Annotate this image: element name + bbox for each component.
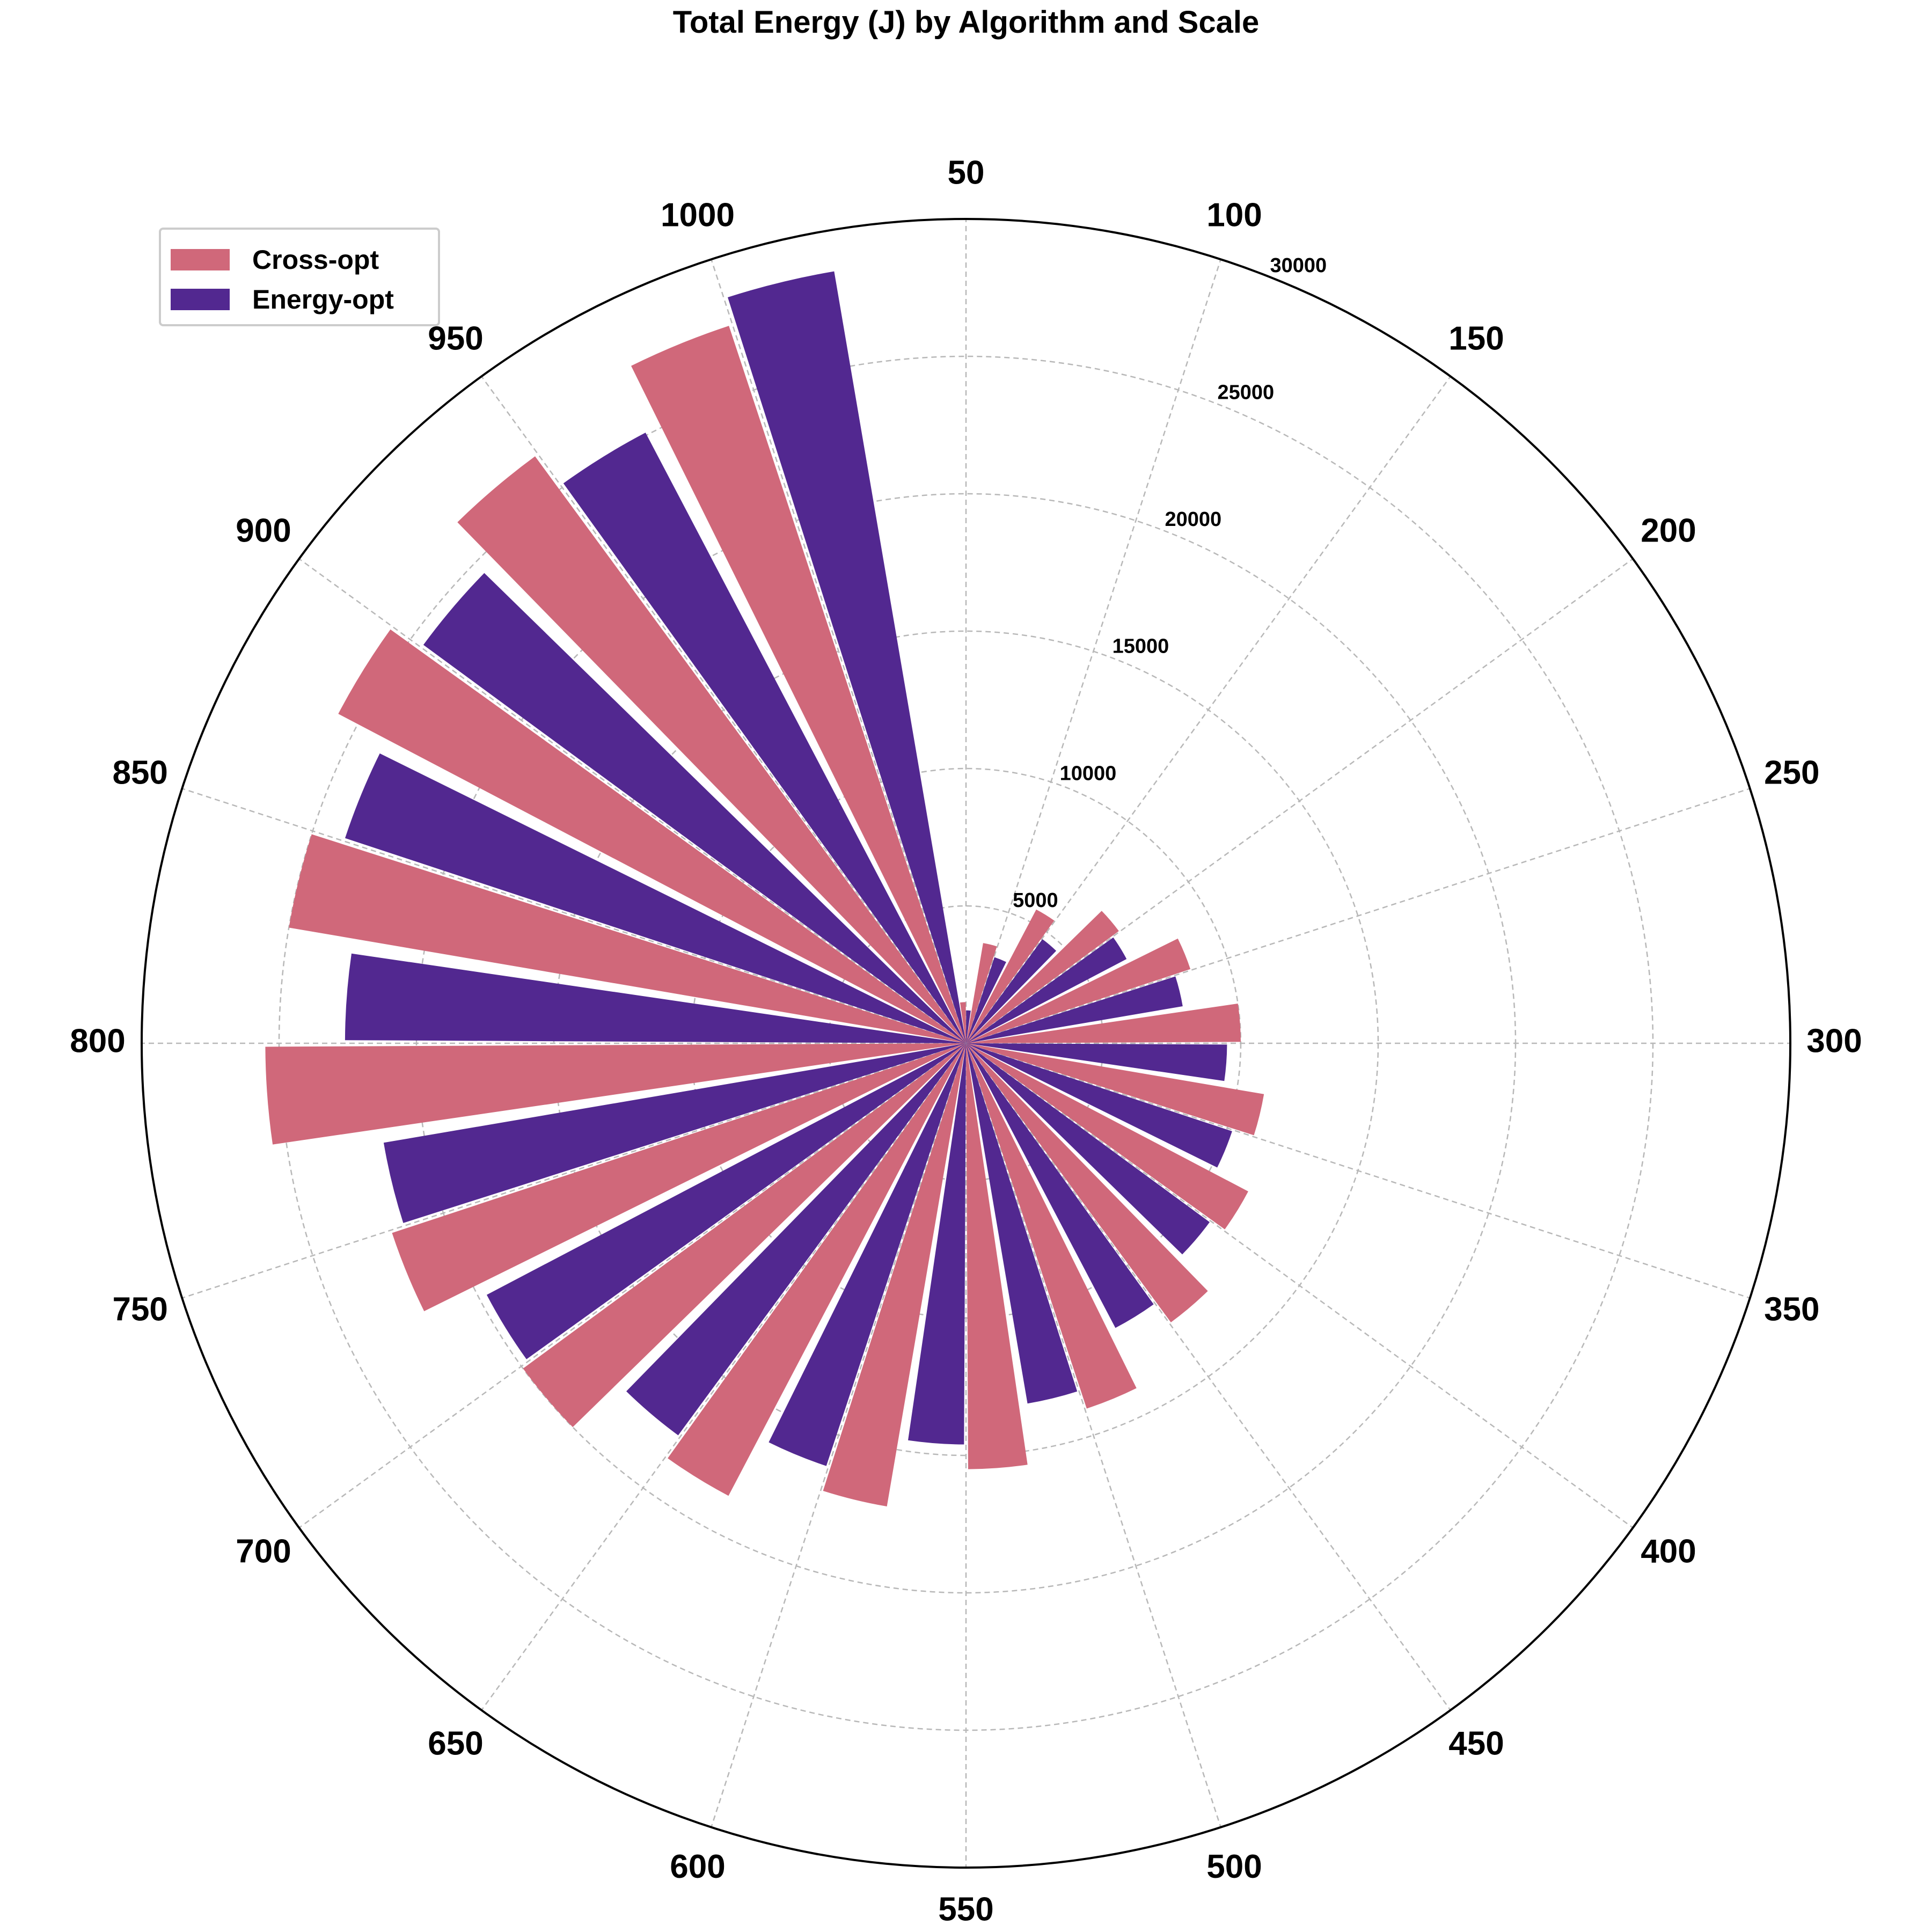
grid-ring-10000: [690, 767, 1242, 1319]
polar-frame: [141, 218, 1791, 1869]
bar-energy-opt-600: [769, 1043, 966, 1466]
bar-cross-opt-800: [265, 1043, 966, 1145]
bar-cross-opt-50: [960, 1002, 966, 1043]
angle-tick-label-50: 50: [948, 154, 985, 191]
bar-cross-opt-100: [966, 943, 997, 1043]
bar-cross-opt-500: [966, 1043, 1137, 1409]
chart-title: Total Energy (J) by Algorithm and Scale: [672, 5, 1260, 40]
bar-energy-opt-750: [383, 1043, 966, 1223]
radial-tick-label-25000: 25000: [1217, 382, 1274, 404]
bar-energy-opt-650: [626, 1043, 966, 1436]
legend-swatch-energy-opt: [171, 289, 230, 310]
bar-energy-opt-450: [966, 1043, 1154, 1328]
legend-item-cross-opt: Cross-opt: [171, 244, 379, 276]
bar-cross-opt-900: [338, 629, 966, 1043]
bar-energy-opt-900: [423, 573, 966, 1043]
bar-cross-opt-650: [668, 1043, 966, 1496]
angle-tick-label-200: 200: [1641, 512, 1696, 549]
bar-cross-opt-850: [289, 834, 966, 1043]
bar-energy-opt-950: [563, 433, 966, 1043]
angle-tick-label-700: 700: [236, 1533, 291, 1570]
angle-tick-label-300: 300: [1806, 1022, 1862, 1059]
bar-energy-opt-200: [966, 937, 1127, 1043]
grid-ring-20000: [415, 493, 1517, 1594]
bar-cross-opt-350: [966, 1043, 1264, 1136]
angle-tick-label-100: 100: [1206, 197, 1262, 234]
bar-cross-opt-1000: [631, 326, 966, 1043]
bar-energy-opt-50: [966, 1010, 971, 1043]
bar-cross-opt-550: [966, 1043, 1028, 1469]
angle-tick-label-350: 350: [1764, 1291, 1819, 1328]
radial-tick-label-10000: 10000: [1060, 762, 1117, 785]
angle-tick-label-400: 400: [1641, 1533, 1696, 1570]
bar-energy-opt-850: [345, 753, 966, 1043]
angle-tick-label-600: 600: [670, 1848, 725, 1885]
bar-cross-opt-950: [457, 456, 966, 1043]
radial-tick-label-15000: 15000: [1113, 635, 1169, 658]
bar-energy-opt-100: [966, 957, 1006, 1043]
bar-cross-opt-400: [966, 1043, 1248, 1230]
angle-tick-label-650: 650: [428, 1725, 483, 1762]
bar-energy-opt-150: [966, 939, 1057, 1043]
bar-energy-opt-400: [966, 1043, 1210, 1255]
bar-cross-opt-250: [966, 938, 1191, 1043]
angle-tick-label-550: 550: [938, 1891, 993, 1928]
angle-tick-label-900: 900: [236, 512, 291, 549]
angle-tick-label-250: 250: [1764, 754, 1819, 791]
bar-cross-opt-600: [823, 1043, 966, 1506]
bar-energy-opt-550: [908, 1043, 966, 1445]
bar-energy-opt-250: [966, 976, 1183, 1043]
grid-ring-25000: [278, 355, 1654, 1731]
legend-swatch-cross-opt: [171, 249, 230, 270]
bar-cross-opt-150: [966, 909, 1055, 1043]
angle-tick-label-850: 850: [112, 754, 167, 791]
legend-label-energy-opt: Energy-opt: [252, 284, 394, 314]
bar-energy-opt-800: [345, 953, 966, 1043]
angle-tick-label-450: 450: [1448, 1725, 1504, 1762]
angle-tick-label-750: 750: [112, 1291, 167, 1328]
bar-cross-opt-450: [966, 1043, 1208, 1322]
bar-energy-opt-300: [966, 1043, 1227, 1081]
bar-cross-opt-300: [966, 1004, 1241, 1043]
bar-energy-opt-700: [486, 1043, 966, 1359]
bar-energy-opt-1000: [728, 271, 966, 1044]
legend: Cross-opt Energy-opt: [159, 228, 440, 326]
angle-tick-label-500: 500: [1206, 1848, 1262, 1885]
angle-tick-label-1000: 1000: [661, 197, 735, 234]
legend-label-cross-opt: Cross-opt: [252, 245, 379, 275]
grid-ring-5000: [828, 905, 1104, 1182]
legend-item-energy-opt: Energy-opt: [171, 283, 394, 316]
bar-energy-opt-500: [966, 1043, 1078, 1404]
grid-ring-15000: [553, 630, 1379, 1457]
angle-tick-label-800: 800: [70, 1022, 125, 1059]
bar-cross-opt-200: [966, 911, 1119, 1043]
angle-tick-label-950: 950: [428, 320, 483, 357]
bar-energy-opt-350: [966, 1043, 1232, 1168]
grid-spoke-250: [965, 788, 1751, 1044]
bar-cross-opt-750: [392, 1043, 966, 1312]
bar-cross-opt-700: [523, 1043, 966, 1428]
radial-tick-label-30000: 30000: [1270, 254, 1327, 277]
radial-tick-label-20000: 20000: [1165, 508, 1221, 531]
angle-tick-label-150: 150: [1448, 320, 1504, 357]
grid-spoke-500: [965, 1043, 1221, 1828]
radial-tick-label-5000: 5000: [1013, 889, 1058, 912]
